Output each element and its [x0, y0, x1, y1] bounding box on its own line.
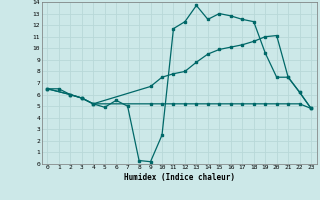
X-axis label: Humidex (Indice chaleur): Humidex (Indice chaleur): [124, 173, 235, 182]
